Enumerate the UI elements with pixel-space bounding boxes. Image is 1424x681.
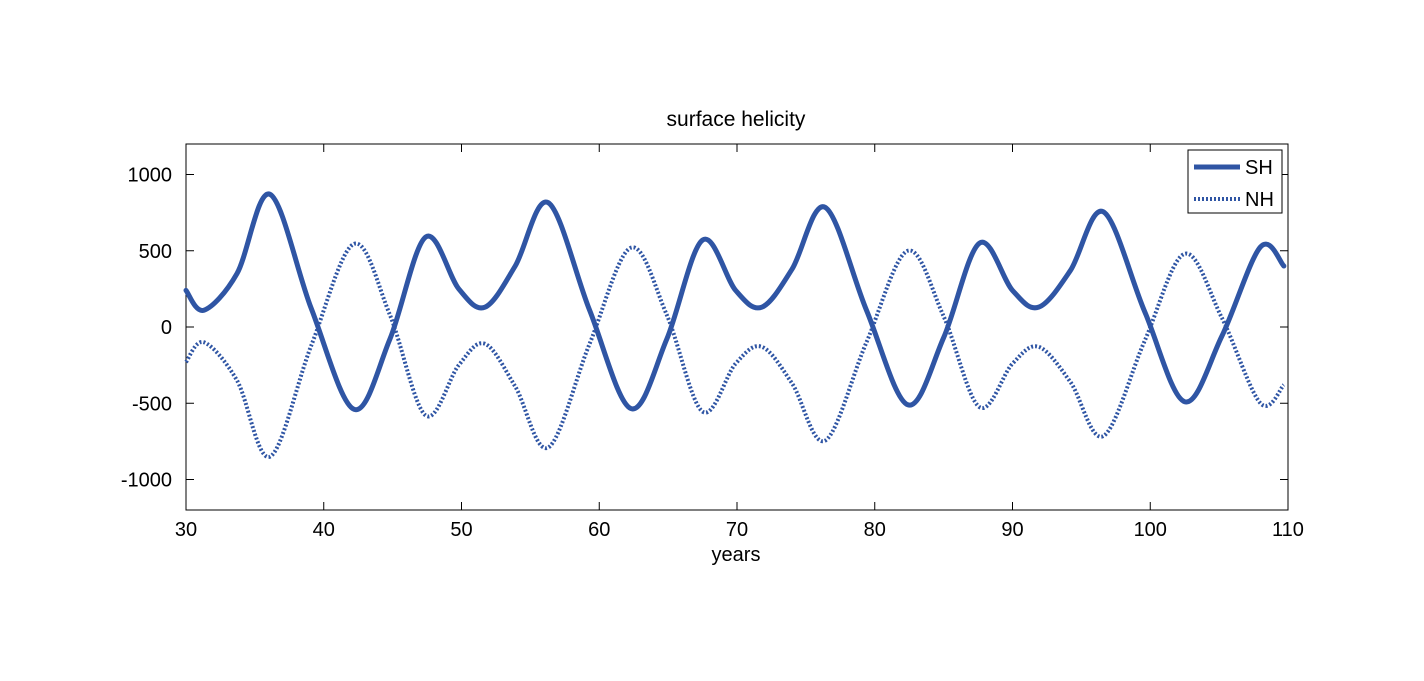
x-tick-label: 100 [1134,519,1167,541]
y-tick-label: 1000 [128,165,173,187]
y-tick-label: -500 [132,393,172,415]
y-tick-label: 500 [139,241,172,263]
chart-title: surface helicity [667,108,806,131]
x-tick-label: 40 [313,519,335,541]
y-tick-label: -1000 [121,470,172,492]
legend: SH NH [1187,149,1283,214]
x-tick-label: 110 [1272,519,1304,541]
series-line-sh [183,191,1287,412]
series-lines [183,191,1287,459]
legend-label-sh: SH [1245,157,1273,179]
x-tick-label: 80 [864,519,886,541]
axis-ticks: 30 40 50 60 70 80 90 100 110 -1000 -500 0 500 1000 [121,144,1304,541]
series-line-nh [184,241,1286,459]
x-tick-label: 90 [1001,519,1023,541]
plot-area [185,143,1289,511]
x-tick-label: 30 [175,519,197,541]
y-tick-label: 0 [161,317,172,339]
x-axis-label: years [712,544,761,566]
x-tick-label: 70 [726,519,748,541]
x-tick-label: 50 [450,519,472,541]
x-tick-label: 60 [588,519,610,541]
legend-label-nh: NH [1245,189,1274,211]
legend-frame [1187,149,1283,214]
